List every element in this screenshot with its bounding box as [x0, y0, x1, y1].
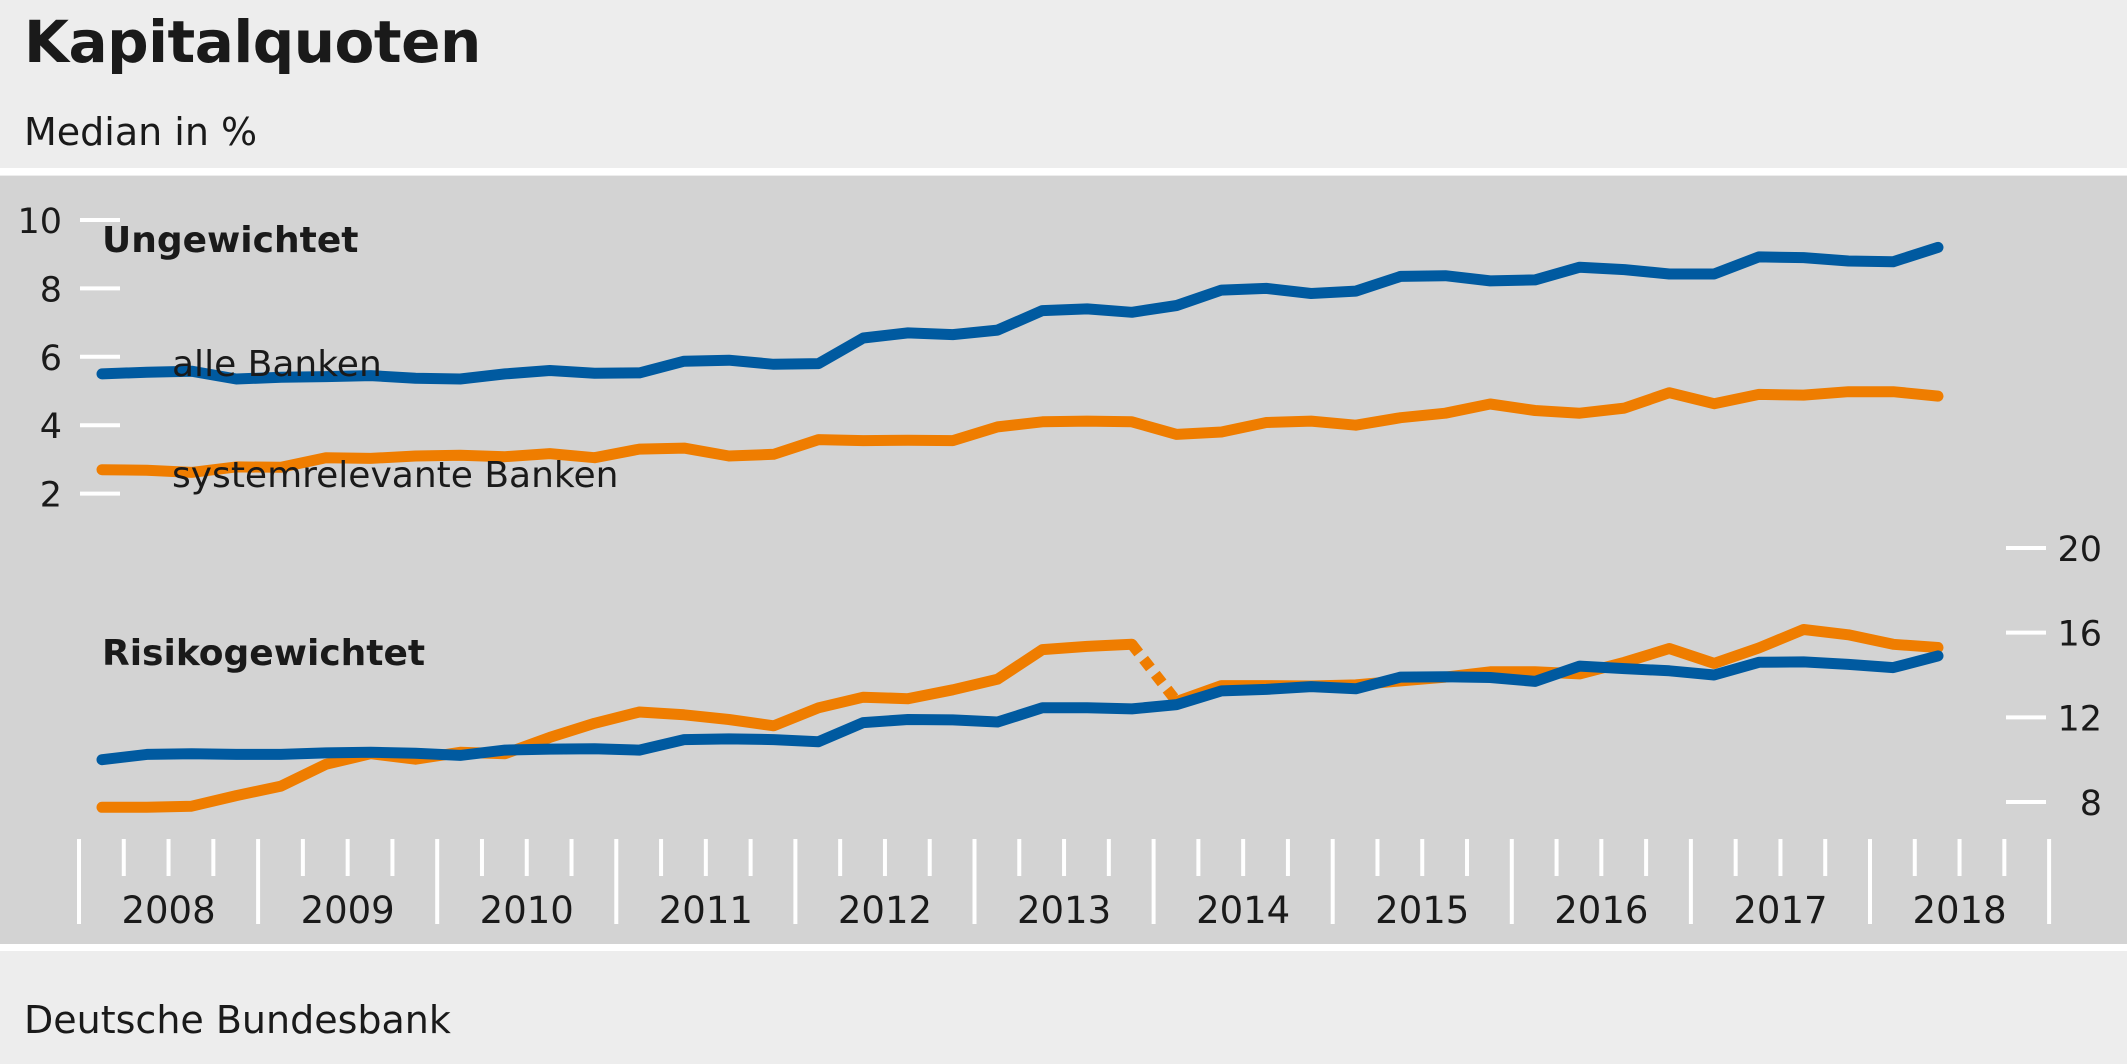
y-tick-label-right: 16 — [2057, 615, 2102, 655]
chart-title: Kapitalquoten — [24, 8, 481, 76]
y-tick-label-left: 10 — [17, 202, 62, 242]
y-tick-label-left: 6 — [40, 339, 62, 379]
x-tick-label: 2016 — [1554, 889, 1648, 932]
x-tick-label: 2014 — [1196, 889, 1290, 932]
x-tick-label: 2013 — [1017, 889, 1111, 932]
series-label-systemrelevante-banken: systemrelevante Banken — [172, 455, 618, 496]
x-tick-label: 2008 — [121, 889, 215, 932]
bottom-separator — [0, 944, 2127, 951]
panel-title-ungewichtet: Ungewichtet — [102, 220, 358, 261]
y-tick-label-left: 4 — [40, 407, 62, 447]
line-risikogewichtet-systemrelevante-banken — [96, 638, 1138, 813]
y-tick-label-right: 12 — [2057, 699, 2102, 739]
panel-title-risikogewichtet: Risikogewichtet — [102, 633, 425, 674]
x-tick-label: 2015 — [1375, 889, 1469, 932]
x-tick-label: 2009 — [301, 889, 395, 932]
x-tick-label: 2018 — [1912, 889, 2006, 932]
y-tick-label-right: 20 — [2057, 530, 2102, 570]
y-tick-label-left: 8 — [40, 270, 62, 310]
y-tick-label-right: 8 — [2080, 784, 2102, 824]
chart-panel — [0, 176, 2127, 944]
x-tick-label: 2012 — [838, 889, 932, 932]
line-risikogewichtet-systemrelevante-banken-break — [1127, 640, 1182, 705]
line-ungewichtet-systemrelevante-banken — [96, 386, 1944, 478]
x-tick-label: 2010 — [480, 889, 574, 932]
series-label-alle-banken: alle Banken — [172, 344, 382, 385]
chart-subtitle: Median in % — [24, 110, 258, 154]
source-note: Deutsche Bundesbank — [24, 998, 451, 1042]
y-tick-label-left: 2 — [40, 476, 62, 516]
x-tick-label: 2017 — [1733, 889, 1827, 932]
line-risikogewichtet-alle-banken — [96, 650, 1944, 766]
x-tick-label: 2011 — [659, 889, 753, 932]
line-ungewichtet-alle-banken — [96, 241, 1944, 385]
top-separator — [0, 168, 2127, 175]
